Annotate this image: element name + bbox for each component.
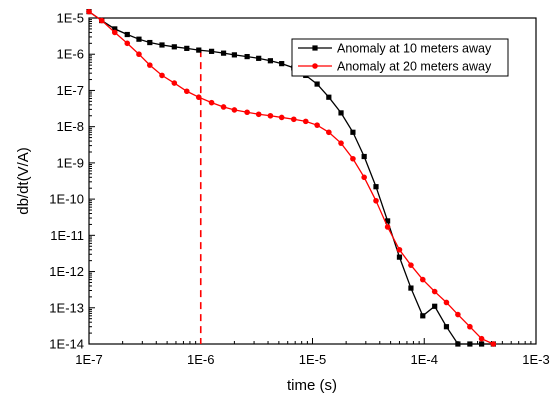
y-tick-label: 1E-7 (57, 83, 84, 98)
data-point-square (443, 324, 450, 330)
data-point-circle (231, 107, 238, 113)
data-point-circle (361, 174, 367, 181)
data-point-circle (290, 116, 297, 123)
y-tick-label: 1E-8 (57, 119, 84, 134)
legend-label: Anomaly at 10 meters away (337, 42, 492, 56)
x-tick-label: 1E-6 (187, 352, 214, 367)
legend: Anomaly at 10 meters away Anomaly at 20 m… (291, 38, 509, 77)
x-tick-label: 1E-7 (75, 352, 102, 367)
data-point-circle (278, 114, 285, 121)
y-tick-label: 1E-10 (49, 192, 84, 207)
data-point-circle (338, 140, 344, 146)
data-point-square (112, 26, 118, 32)
data-point-circle (208, 99, 215, 106)
data-point-square (208, 48, 215, 54)
data-point-circle (136, 51, 142, 58)
data-point-circle (244, 109, 250, 116)
series-red (86, 8, 497, 347)
data-point-square (267, 58, 273, 64)
data-point-square (314, 81, 320, 87)
data-point-square (350, 129, 356, 135)
data-point-square (396, 254, 403, 260)
y-tick-label: 1E-12 (49, 264, 84, 279)
data-point-circle (98, 17, 105, 24)
data-point-circle (302, 118, 309, 125)
data-point-circle (111, 29, 118, 36)
data-point-square (385, 218, 391, 224)
legend-marker-square (312, 45, 318, 51)
y-tick-label: 1E-11 (50, 228, 84, 243)
data-point-circle (467, 323, 473, 330)
data-point-circle (195, 94, 202, 101)
y-tick-label: 1E-9 (57, 155, 84, 170)
x-axis-label: time (s) (287, 377, 337, 394)
data-point-square (361, 153, 367, 160)
data-point-circle (478, 335, 485, 342)
data-point-circle (171, 80, 178, 86)
legend-item: Anomaly at 20 meters away (298, 60, 492, 74)
data-point-circle (373, 197, 379, 204)
chart-series (86, 8, 497, 347)
data-point-circle (443, 299, 450, 306)
data-point-circle (419, 276, 426, 283)
legend-marker-circle (312, 63, 318, 69)
data-point-square (171, 44, 177, 50)
data-point-square (467, 341, 473, 347)
data-point-circle (255, 111, 262, 118)
y-tick-label: 1E-5 (57, 11, 84, 26)
data-point-circle (314, 122, 320, 128)
data-point-square (455, 341, 461, 347)
data-point-square (184, 45, 190, 51)
data-point-square (159, 42, 165, 48)
data-point-square (256, 55, 262, 61)
data-point-square (338, 110, 344, 116)
y-axis-label: db/dt(V/A) (15, 147, 32, 215)
x-axis-ticks: 1E-7 1E-6 1E-5 1E-4 1E-3 (75, 338, 550, 367)
data-point-square (196, 47, 202, 53)
data-point-square (420, 313, 426, 319)
data-point-circle (408, 262, 414, 268)
data-point-circle (183, 88, 190, 95)
legend-label: Anomaly at 20 meters away (337, 60, 492, 74)
data-point-circle (350, 155, 356, 162)
data-point-square (408, 285, 414, 291)
y-axis-ticks: 1E-5 1E-6 1E-7 1E-8 1E-9 1E-10 1E-11 1E-12 1E-13… (49, 11, 95, 352)
data-point-circle (159, 72, 165, 79)
data-point-circle (326, 129, 332, 136)
data-point-circle (86, 8, 92, 15)
x-tick-label: 1E-5 (299, 352, 326, 367)
y-tick-label: 1E-6 (57, 47, 84, 62)
data-point-circle (431, 288, 438, 295)
data-point-square (432, 303, 438, 309)
data-point-square (479, 341, 485, 347)
y-tick-label: 1E-14 (49, 337, 84, 352)
x-tick-label: 1E-4 (411, 352, 438, 367)
data-point-circle (384, 224, 391, 230)
legend-item: Anomaly at 10 meters away (298, 42, 492, 56)
data-point-circle (455, 311, 461, 318)
x-tick-label: 1E-3 (522, 352, 549, 367)
data-point-square (220, 50, 227, 56)
data-point-circle (267, 112, 274, 119)
data-point-square (244, 53, 250, 60)
data-point-square (373, 184, 379, 190)
legend-frame (291, 38, 509, 77)
data-point-square (279, 61, 285, 67)
data-point-square (231, 52, 237, 58)
data-point-square (147, 39, 153, 46)
data-point-circle (490, 341, 497, 347)
data-point-square (124, 31, 130, 38)
data-point-square (136, 36, 142, 42)
data-point-circle (220, 104, 227, 110)
y-tick-label: 1E-13 (49, 300, 84, 315)
data-point-circle (146, 62, 153, 68)
data-point-square (326, 94, 332, 100)
data-point-circle (124, 40, 131, 47)
data-point-circle (396, 246, 403, 253)
